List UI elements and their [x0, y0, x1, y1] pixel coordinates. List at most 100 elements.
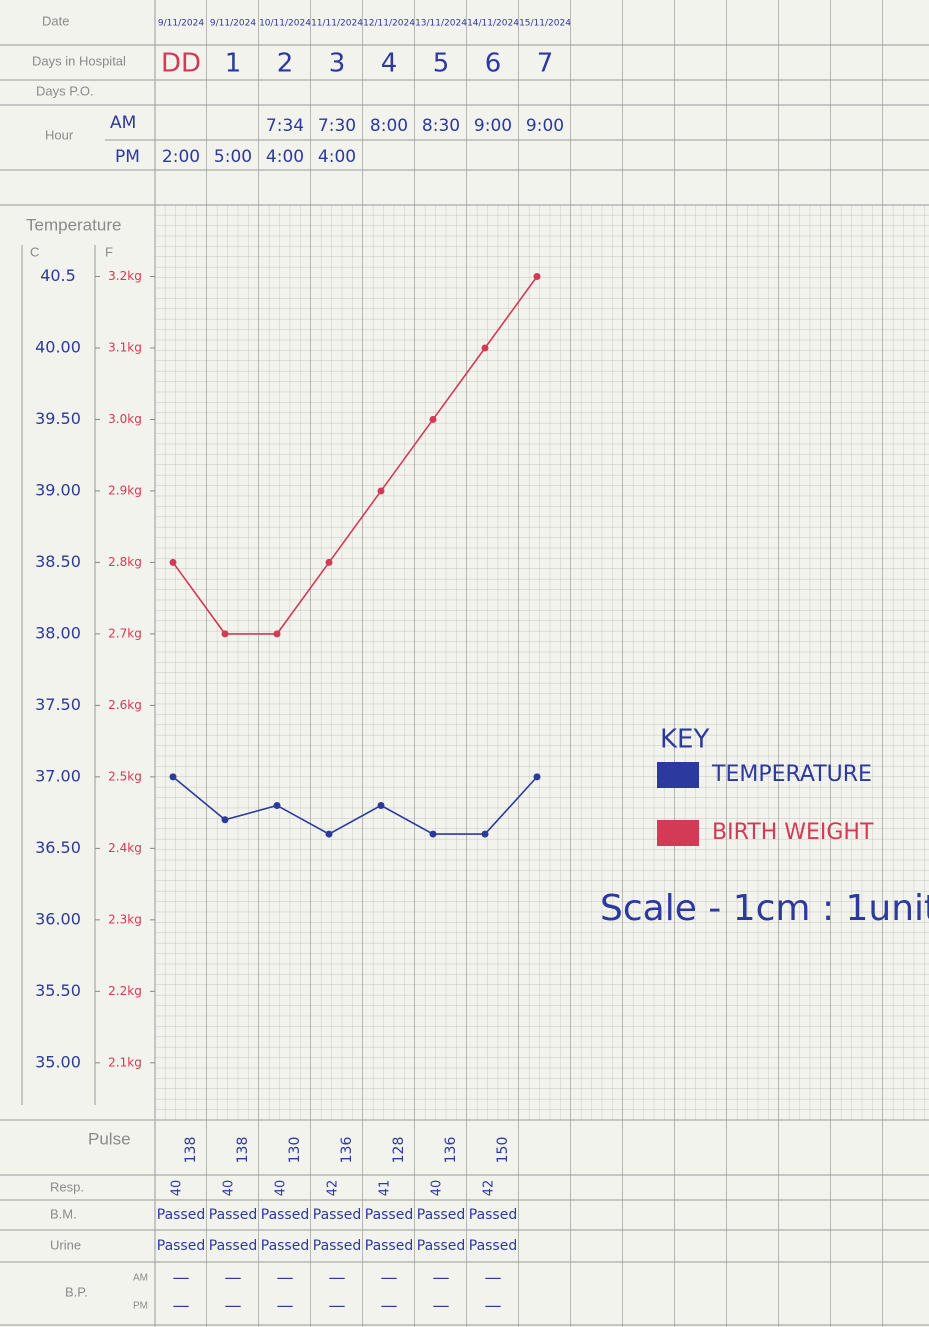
data-point	[222, 630, 229, 637]
row-label: Days P.O.	[36, 83, 94, 98]
annotation: Scale - 1cm : 1unit	[600, 888, 929, 929]
y2-tick-label: 2.6kg	[108, 698, 142, 712]
date-cell: 11/11/2024	[311, 19, 363, 29]
bp-cell: —	[277, 1296, 294, 1316]
urine-cell: Passed	[209, 1238, 257, 1254]
row-label: Days in Hospital	[32, 53, 126, 68]
day-cell: 7	[537, 49, 554, 79]
bm-cell: Passed	[417, 1207, 465, 1223]
hour-cell: 9:00	[474, 116, 512, 136]
pulse-cell: 136	[443, 1137, 459, 1164]
bp-cell: —	[433, 1296, 450, 1316]
urine-cell: Passed	[157, 1238, 205, 1254]
date-cell: 15/11/2024	[519, 19, 571, 29]
date-cell: 13/11/2024	[415, 19, 467, 29]
y-tick-label: 36.00	[35, 909, 81, 928]
y2-tick-label: 2.2kg	[108, 984, 142, 998]
row-label: Pulse	[88, 1129, 131, 1148]
date-cell: 9/11/2024	[158, 19, 204, 29]
data-point	[274, 630, 281, 637]
hour-cell: 8:30	[422, 116, 460, 136]
date-cell: 10/11/2024	[259, 19, 311, 29]
hour-cell: 7:34	[266, 116, 304, 136]
chart-title: Temperature	[26, 215, 121, 234]
resp-cell: 42	[482, 1180, 497, 1197]
y2-tick-label: 2.4kg	[108, 841, 142, 855]
y-tick-label: 39.50	[35, 409, 81, 428]
resp-cell: 40	[170, 1180, 185, 1197]
y2-tick-label: 3.1kg	[108, 340, 142, 354]
bp-cell: —	[433, 1268, 450, 1288]
y-tick-label: 35.00	[35, 1052, 81, 1071]
row-label: AM	[133, 1273, 148, 1284]
row-label: PM	[133, 1301, 148, 1312]
bp-cell: —	[485, 1268, 502, 1288]
bm-cell: Passed	[365, 1207, 413, 1223]
column-rules	[155, 0, 929, 1327]
bm-cell: Passed	[209, 1207, 257, 1223]
y2-tick-label: 2.9kg	[108, 483, 142, 497]
bp-cell: —	[329, 1296, 346, 1316]
y-tick-label: 40.00	[35, 337, 81, 356]
pulse-cell: 138	[235, 1137, 251, 1164]
legend-swatch	[657, 762, 699, 788]
y-tick-label: 40.5	[40, 266, 76, 285]
hour-cell: 8:00	[370, 116, 408, 136]
data-point	[378, 487, 385, 494]
urine-cell: Passed	[313, 1238, 361, 1254]
data-point	[378, 802, 385, 809]
y-tick-label: 38.00	[35, 623, 81, 642]
legend-swatch	[657, 820, 699, 846]
y-tick-label: 38.50	[35, 552, 81, 571]
resp-cell: 40	[430, 1180, 445, 1197]
hour-cell: 4:00	[318, 147, 356, 167]
resp-cell: 42	[326, 1180, 341, 1197]
bp-cell: —	[173, 1296, 190, 1316]
y-tick-label: 39.00	[35, 480, 81, 499]
data-point	[274, 802, 281, 809]
day-cell: DD	[161, 49, 201, 79]
bp-cell: —	[277, 1268, 294, 1288]
pulse-cell: 138	[183, 1137, 199, 1164]
observation-sheet: Date Days in Hospital Days P.O. Hour AM …	[0, 0, 929, 1327]
hour-cell: 7:30	[318, 116, 356, 136]
data-point	[534, 273, 541, 280]
day-cell: 5	[433, 49, 450, 79]
data-point	[482, 344, 489, 351]
hour-cell: 4:00	[266, 147, 304, 167]
y-tick-label: 37.00	[35, 766, 81, 785]
day-cell: 6	[485, 49, 502, 79]
day-cell: 3	[329, 49, 346, 79]
data-point	[482, 831, 489, 838]
resp-cell: 40	[222, 1180, 237, 1197]
y2-tick-label: 3.0kg	[108, 412, 142, 426]
urine-cell: Passed	[417, 1238, 465, 1254]
pulse-cell: 150	[495, 1137, 511, 1164]
bp-cell: —	[225, 1296, 242, 1316]
pulse-cell: 128	[391, 1137, 407, 1164]
data-point	[170, 559, 177, 566]
y-tick-label: 37.50	[35, 695, 81, 714]
day-cell: 1	[225, 49, 242, 79]
resp-cell: 41	[378, 1180, 393, 1197]
bp-cell: —	[485, 1296, 502, 1316]
data-point	[326, 559, 333, 566]
data-point	[534, 773, 541, 780]
row-label: Date	[42, 13, 69, 28]
resp-cell: 40	[274, 1180, 289, 1197]
y2-tick-label: 2.5kg	[108, 769, 142, 783]
y-tick-label: 35.50	[35, 981, 81, 1000]
data-point	[222, 816, 229, 823]
hour-cell: 9:00	[526, 116, 564, 136]
bp-cell: —	[173, 1268, 190, 1288]
bm-cell: Passed	[157, 1207, 205, 1223]
data-point	[170, 773, 177, 780]
legend-label: BIRTH WEIGHT	[712, 820, 874, 845]
axis-title: F	[105, 244, 113, 259]
y2-tick-label: 2.1kg	[108, 1055, 142, 1069]
hour-cell: 5:00	[214, 147, 252, 167]
legend-label: TEMPERATURE	[711, 762, 872, 787]
bp-cell: —	[329, 1268, 346, 1288]
date-cell: 9/11/2024	[210, 19, 256, 29]
pulse-cell: 130	[287, 1137, 303, 1164]
